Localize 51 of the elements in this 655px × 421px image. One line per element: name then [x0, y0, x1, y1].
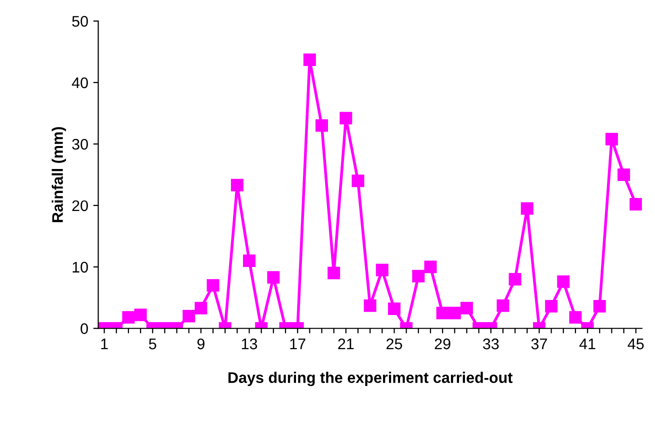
x-tick-label: 41	[579, 338, 596, 350]
point	[303, 54, 316, 66]
x-tick-label: 21	[338, 338, 354, 350]
y-tick-label: 30	[72, 138, 88, 150]
point	[376, 264, 388, 276]
point	[388, 302, 400, 315]
point	[520, 202, 534, 215]
y-tick-label: 10	[72, 262, 88, 273]
x-tick-label: 33	[482, 338, 499, 350]
point	[569, 311, 582, 324]
point	[436, 306, 449, 320]
point	[194, 302, 208, 314]
point	[243, 254, 256, 268]
x-tick-label: 25	[386, 338, 402, 350]
point	[134, 308, 147, 322]
point	[593, 300, 606, 313]
point	[364, 299, 376, 312]
point	[122, 311, 135, 324]
x-tick-label: 37	[531, 338, 547, 350]
y-axis-title: Rainfall (mm)	[52, 127, 66, 222]
point	[496, 299, 510, 312]
point	[545, 300, 558, 313]
point	[605, 132, 618, 146]
point	[267, 271, 280, 284]
x-axis-title: Days during the experiment carried-out	[228, 372, 513, 386]
x-tick-label: 17	[290, 338, 306, 350]
point	[352, 174, 364, 188]
point	[630, 198, 642, 210]
y-tick-label: 20	[72, 200, 88, 212]
y-tick-label: 50	[72, 16, 88, 27]
x-tick-label: 1	[101, 338, 108, 350]
x-tick-label: 29	[434, 338, 450, 350]
y-tick-label: 40	[72, 77, 88, 88]
point	[557, 275, 570, 288]
x-tick-label: 45	[628, 338, 644, 350]
point	[328, 266, 340, 280]
point	[424, 260, 437, 274]
y-tick-label: 0	[80, 323, 88, 334]
x-tick-label: 9	[197, 338, 204, 350]
x-tick-label: 5	[148, 338, 156, 350]
point	[206, 279, 220, 292]
point	[508, 272, 522, 286]
point	[340, 112, 352, 124]
point	[412, 270, 425, 282]
point	[618, 168, 630, 181]
point	[460, 302, 473, 314]
point	[316, 119, 328, 132]
point	[182, 310, 196, 322]
point	[230, 178, 244, 192]
point	[448, 306, 461, 320]
x-tick-label: 13	[242, 338, 258, 350]
